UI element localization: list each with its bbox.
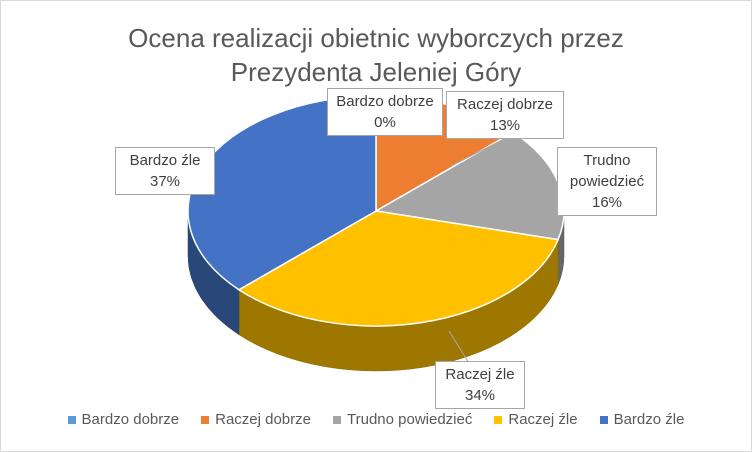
legend-item-bardzo-zle: Bardzo źle xyxy=(599,411,685,428)
data-label-raczej-dobrze-value: 13% xyxy=(489,117,521,134)
legend-swatch xyxy=(494,415,503,424)
data-label-raczej-dobrze: Raczej dobrze 13% xyxy=(446,91,564,139)
legend-swatch xyxy=(201,415,210,424)
legend-label: Raczej dobrze xyxy=(215,411,311,428)
data-label-trudno-line-2: powiedzieć xyxy=(569,173,645,190)
data-label-bardzo-dobrze-name: Bardzo dobrze xyxy=(336,93,434,110)
chart-title-line-2: Prezydenta Jeleniej Góry xyxy=(230,57,522,87)
data-label-bardzo-dobrze: Bardzo dobrze 0% xyxy=(327,88,443,136)
chart-legend: Bardzo dobrze Raczej dobrze Trudno powie… xyxy=(1,411,751,428)
legend-item-raczej-dobrze: Raczej dobrze xyxy=(201,411,311,428)
legend-label: Trudno powiedzieć xyxy=(347,411,473,428)
data-label-bardzo-zle-value: 37% xyxy=(149,173,181,190)
legend-label: Bardzo dobrze xyxy=(81,411,180,428)
data-label-trudno-value: 16% xyxy=(591,194,623,211)
chart-title-line-1: Ocena realizacji obietnic wyborczych prz… xyxy=(128,23,624,53)
data-label-trudno-powiedziec: Trudno powiedzieć 16% xyxy=(557,147,657,216)
data-label-bardzo-dobrze-value: 0% xyxy=(374,114,396,131)
pie-slice-3 xyxy=(237,210,560,327)
data-label-raczej-dobrze-name: Raczej dobrze xyxy=(457,96,553,113)
legend-swatch xyxy=(333,415,341,424)
leader-line-1 xyxy=(450,138,505,167)
chart-title: Ocena realizacji obietnic wyborczych prz… xyxy=(1,21,751,89)
data-label-bardzo-zle: Bardzo źle 37% xyxy=(115,147,215,195)
data-label-bardzo-zle-name: Bardzo źle xyxy=(129,152,201,169)
legend-label: Raczej źle xyxy=(508,411,578,428)
legend-swatch xyxy=(67,415,76,424)
leader-line-3 xyxy=(448,330,470,364)
data-label-raczej-zle-name: Raczej źle xyxy=(445,366,515,383)
legend-item-bardzo-dobrze: Bardzo dobrze xyxy=(67,411,180,428)
data-label-raczej-zle: Raczej źle 34% xyxy=(435,361,525,409)
legend-label: Bardzo źle xyxy=(613,411,685,428)
legend-item-raczej-zle: Raczej źle xyxy=(494,411,578,428)
data-label-raczej-zle-value: 34% xyxy=(464,387,496,404)
legend-swatch xyxy=(599,415,608,424)
legend-item-trudno-powiedziec: Trudno powiedzieć xyxy=(333,411,472,428)
data-label-trudno-line-1: Trudno xyxy=(583,152,631,169)
